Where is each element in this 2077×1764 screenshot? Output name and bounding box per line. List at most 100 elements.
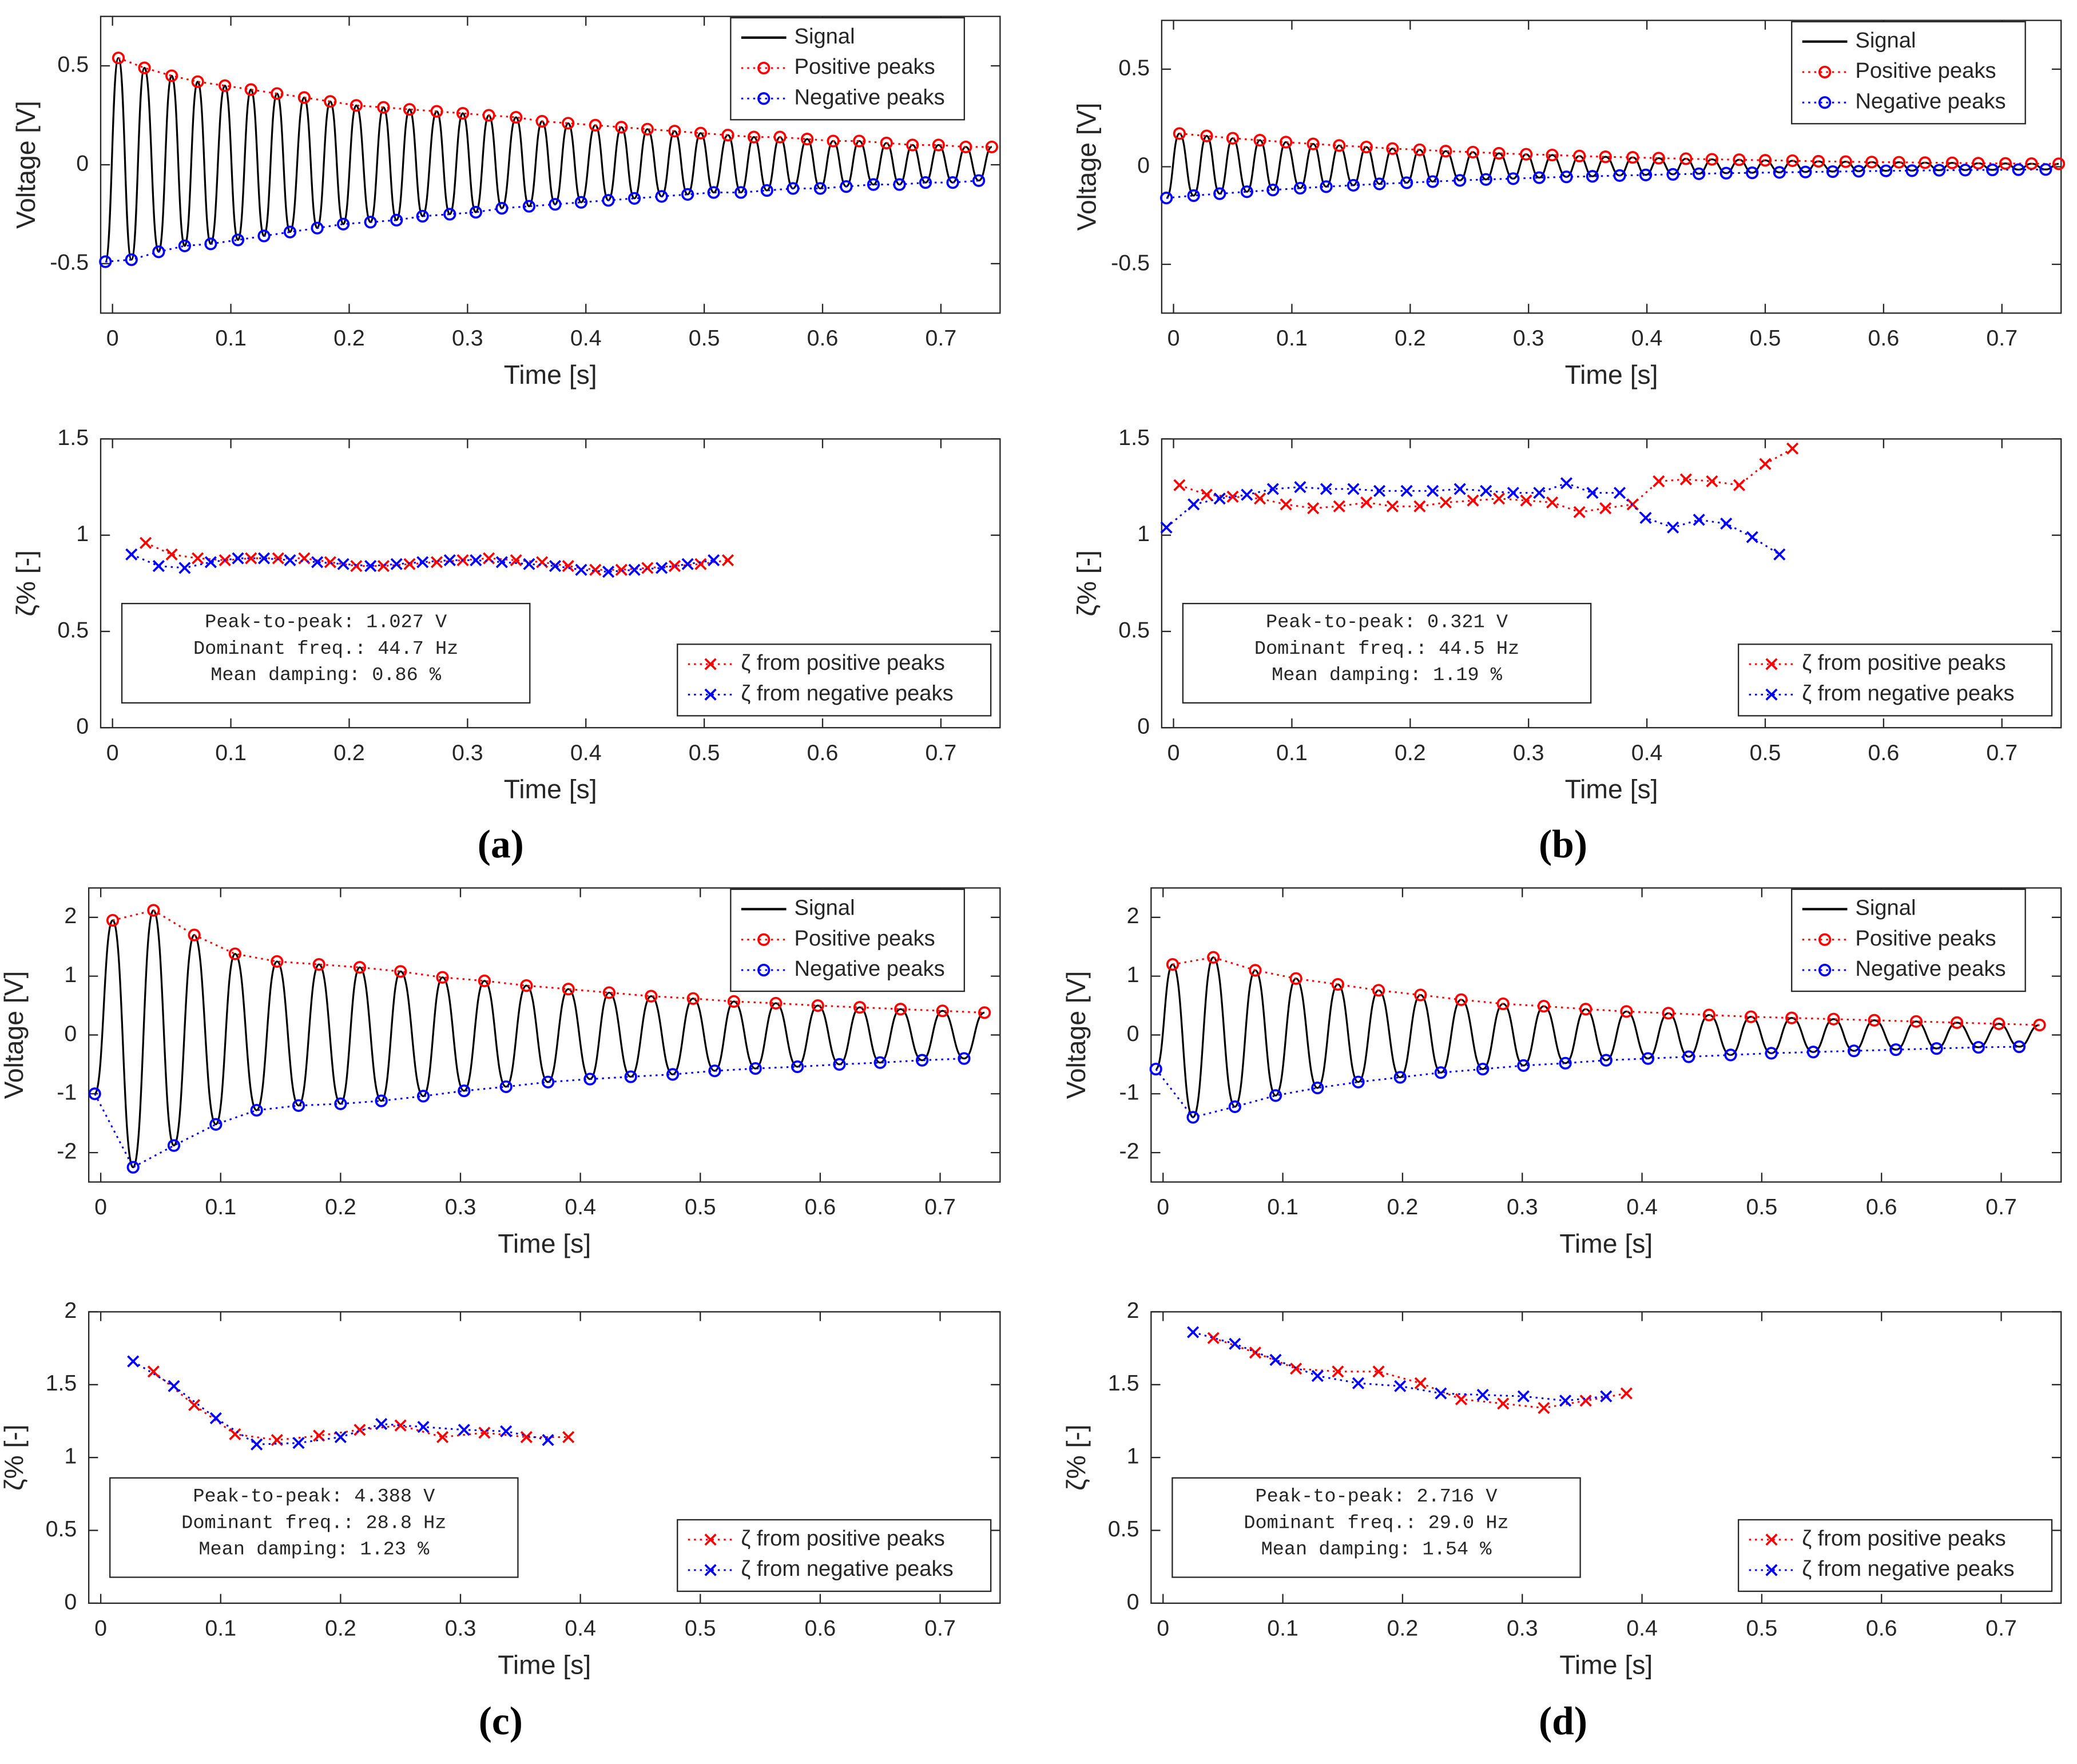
x-marker	[1773, 548, 1786, 561]
peak-marker	[787, 182, 800, 195]
peak-marker	[813, 182, 827, 195]
peak-marker	[1959, 164, 1972, 177]
peak-marker	[1847, 1044, 1861, 1058]
legend-label: ζ from positive peaks	[741, 1526, 944, 1551]
peak-marker	[1386, 142, 1399, 155]
subplot: 0 0.1 0.2 0.3 0.4 0.5 0.6 0.7 -2 -1 0 1 2 Time [s] Vol…	[1061, 887, 2062, 1258]
legend-label: ζ from negative peaks	[1802, 1556, 2014, 1581]
peak-marker	[204, 237, 217, 251]
peak-marker	[271, 87, 284, 100]
x-marker	[1538, 1401, 1550, 1415]
x-tick-label: 0.3	[452, 325, 483, 351]
x-marker	[1507, 487, 1519, 499]
x-tick-label: 0.5	[1746, 1616, 1778, 1641]
peak-marker	[749, 1062, 762, 1075]
peak-line	[118, 57, 992, 148]
y-tick-label: -2	[1119, 1138, 1139, 1163]
peak-marker	[1187, 189, 1200, 202]
legend-label: Signal	[794, 896, 855, 920]
peak-marker	[364, 216, 377, 229]
peak-marker	[125, 253, 138, 267]
x-tick-label: 0.7	[1986, 325, 2018, 351]
peak-marker	[416, 209, 429, 223]
peak-marker	[191, 75, 204, 88]
x-tick-label: 0.4	[565, 1616, 596, 1641]
x-marker	[165, 548, 178, 561]
peak-marker	[1479, 173, 1492, 186]
x-marker	[284, 554, 296, 566]
x-tick-label: 0.1	[1276, 740, 1308, 765]
peak-marker	[1806, 1046, 1820, 1059]
peak-marker	[853, 134, 866, 148]
annotation-text: Dominant freq.: 44.5 Hz	[1254, 638, 1519, 660]
annotation-box	[109, 1477, 519, 1578]
peak-marker	[978, 1006, 991, 1019]
peak-marker	[2052, 157, 2066, 170]
x-marker	[549, 559, 562, 573]
x-tick-label: 0.7	[1986, 740, 2018, 765]
peak-marker	[1839, 155, 1852, 168]
x-tick-label: 0.1	[205, 1194, 236, 1219]
x-axis-label: Time [s]	[498, 1229, 591, 1258]
x-tick-label: 0.4	[570, 325, 602, 351]
x-marker	[324, 556, 336, 569]
x-axis-label: Time [s]	[1565, 774, 1658, 804]
peak-marker	[2033, 1018, 2046, 1032]
peak-marker	[666, 1068, 680, 1081]
x-marker	[188, 1399, 201, 1412]
x-marker	[1579, 1394, 1592, 1407]
legend: Signal Positive peaks Negative peaks	[1791, 888, 2026, 992]
peak-marker	[1537, 999, 1551, 1013]
x-marker	[334, 1431, 347, 1444]
x-marker	[1746, 531, 1758, 543]
peak-marker	[840, 180, 853, 193]
x-marker	[1613, 487, 1626, 499]
peak-marker	[1586, 170, 1599, 183]
peak-marker	[946, 176, 959, 189]
x-marker	[1573, 506, 1586, 518]
y-axis-label: Voltage [V]	[0, 971, 29, 1099]
y-tick-label: 2	[1127, 1298, 1139, 1323]
peak-marker	[1426, 175, 1439, 188]
legend: ζ from positive peaks ζ from negative pea…	[677, 643, 992, 717]
peak-line	[105, 180, 979, 263]
peak-marker	[1786, 154, 1799, 168]
peak-marker	[668, 125, 681, 138]
peak-marker	[535, 114, 549, 128]
peak-marker	[1972, 1040, 1985, 1054]
annotation-text: Mean damping: 0.86 %	[211, 665, 442, 686]
x-tick-label: 0.5	[1750, 740, 1781, 765]
peak-marker	[1320, 180, 1333, 193]
x-marker	[127, 1355, 140, 1368]
x-marker	[229, 1428, 241, 1440]
peak-marker	[562, 117, 575, 130]
x-tick-label: 0.7	[924, 1616, 956, 1641]
x-marker	[1352, 1377, 1365, 1389]
x-marker	[1533, 487, 1546, 499]
peak-marker	[1662, 1007, 1675, 1020]
x-tick-label: 0.3	[1507, 1194, 1538, 1219]
legend-label: Positive peaks	[1855, 926, 1996, 951]
peak-marker	[1331, 978, 1344, 991]
peak-marker	[791, 1060, 804, 1074]
x-marker	[417, 1421, 430, 1433]
legend-label: Positive peaks	[794, 926, 935, 951]
y-axis-label: ζ% [-]	[11, 550, 41, 617]
peak-marker	[482, 109, 495, 122]
x-marker	[377, 559, 390, 573]
x-marker	[470, 554, 482, 566]
peak-marker	[99, 255, 112, 268]
peak-marker	[436, 971, 449, 984]
x-marker	[1280, 498, 1292, 511]
y-tick-label: 2	[64, 1298, 77, 1323]
peak-marker	[1173, 127, 1186, 140]
x-axis-label: Time [s]	[504, 360, 597, 390]
x-tick-label: 0.5	[689, 325, 720, 351]
subplot: 0 0.1 0.2 0.3 0.4 0.5 0.6 0.7 0 0.5 1 1.5 Time [s] ζ%…	[11, 425, 1001, 804]
peak-marker	[250, 1103, 263, 1117]
peak-marker	[1453, 174, 1467, 187]
x-tick-label: 0	[106, 740, 119, 765]
peak-marker	[541, 1075, 555, 1088]
legend-marker	[704, 688, 717, 701]
